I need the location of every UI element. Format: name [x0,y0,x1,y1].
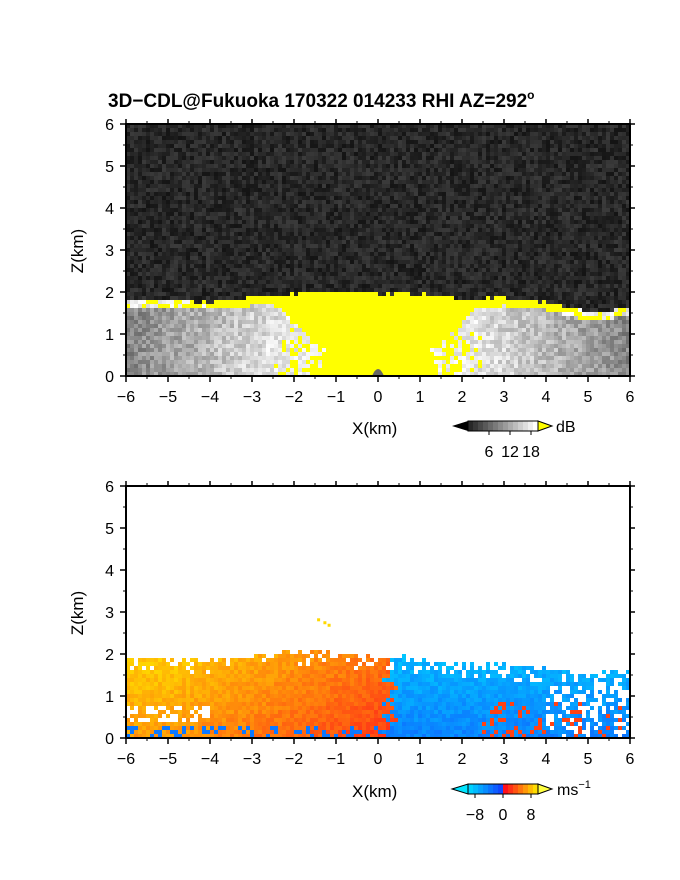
velocity-x-tick-label: 0 [374,751,383,768]
velocity-x-tick-label: 4 [542,751,551,768]
velocity-x-tick-label: −2 [285,751,303,768]
snr-y-ticks: 0 1 2 3 4 5 6 [105,117,635,386]
snr-colorbar-tick-label: 12 [501,444,519,461]
velocity-x-tick-label: −4 [201,751,219,768]
snr-y-tick-label: 0 [105,369,114,386]
velocity-x-tick-label: −6 [117,751,135,768]
velocity-y-tick-label: 1 [105,689,114,706]
snr-field [126,124,630,376]
snr-colorbar-tick-label: 18 [522,444,540,461]
snr-x-tick-label: 5 [584,389,593,406]
velocity-x-label: X(km) [352,782,397,801]
snr-x-label: X(km) [352,419,397,438]
velocity-x-tick-label: 1 [416,751,425,768]
velocity-colorbar-unit: ms−1 [557,779,591,799]
snr-x-tick-label: 4 [542,389,551,406]
snr-colorbar-high-arrow [537,420,554,432]
velocity-colorbar-tick-label: −8 [466,807,484,824]
velocity-x-tick-label: 3 [500,751,509,768]
snr-colorbar: dB 6 12 18 [452,419,576,461]
velocity-y-tick-label: 0 [105,731,114,748]
velocity-colorbar-high-arrow [537,783,554,795]
velocity-x-tick-label: 2 [458,751,467,768]
snr-x-tick-label: −3 [243,389,261,406]
snr-y-tick-label: 1 [105,327,114,344]
snr-x-tick-label: −2 [285,389,303,406]
velocity-y-tick-label: 6 [105,479,114,496]
snr-y-tick-label: 2 [105,285,114,302]
snr-x-tick-label: 3 [500,389,509,406]
snr-x-tick-label: −4 [201,389,219,406]
velocity-y-label: Z(km) [68,591,87,635]
velocity-colorbar-low-arrow [450,783,469,795]
snr-y-label: Z(km) [68,229,87,273]
snr-y-tick-label: 6 [105,117,114,134]
snr-x-tick-label: −5 [159,389,177,406]
velocity-x-tick-label: 6 [626,751,635,768]
velocity-colorbar-tick-label: 8 [527,807,536,824]
snr-y-tick-label: 4 [105,201,114,218]
snr-x-tick-label: 0 [374,389,383,406]
snr-x-tick-label: 6 [626,389,635,406]
snr-y-tick-label: 3 [105,243,114,260]
lidar-marker [372,369,384,376]
velocity-x-tick-label: −3 [243,751,261,768]
velocity-colorbar: ms−1 −8 0 8 [450,779,591,824]
figure-title: 3D−CDL@Fukuoka 170322 014233 RHI AZ=292o [108,88,535,112]
snr-colorbar-unit: dB [556,419,576,436]
snr-x-tick-label: −1 [327,389,345,406]
snr-x-ticks: −6 −5 −4 −3 −2 −1 0 1 2 3 4 5 6 [117,119,635,406]
velocity-x-ticks: −6 −5 −4 −3 −2 −1 0 1 2 3 4 5 6 [117,481,635,768]
velocity-y-ticks: 0 1 2 3 4 5 6 [105,479,635,748]
velocity-y-tick-label: 5 [105,521,114,538]
snr-x-tick-label: 1 [416,389,425,406]
velocity-field [126,618,630,738]
snr-colorbar-low-arrow [452,421,468,431]
velocity-x-tick-label: 5 [584,751,593,768]
velocity-x-tick-label: −5 [159,751,177,768]
velocity-y-tick-label: 3 [105,605,114,622]
snr-x-tick-label: −6 [117,389,135,406]
velocity-colorbar-tick-label: 0 [499,807,508,824]
snr-colorbar-tick-label: 6 [485,444,494,461]
snr-y-tick-label: 5 [105,159,114,176]
velocity-x-tick-label: −1 [327,751,345,768]
velocity-y-tick-label: 2 [105,647,114,664]
velocity-y-tick-label: 4 [105,563,114,580]
snr-x-tick-label: 2 [458,389,467,406]
